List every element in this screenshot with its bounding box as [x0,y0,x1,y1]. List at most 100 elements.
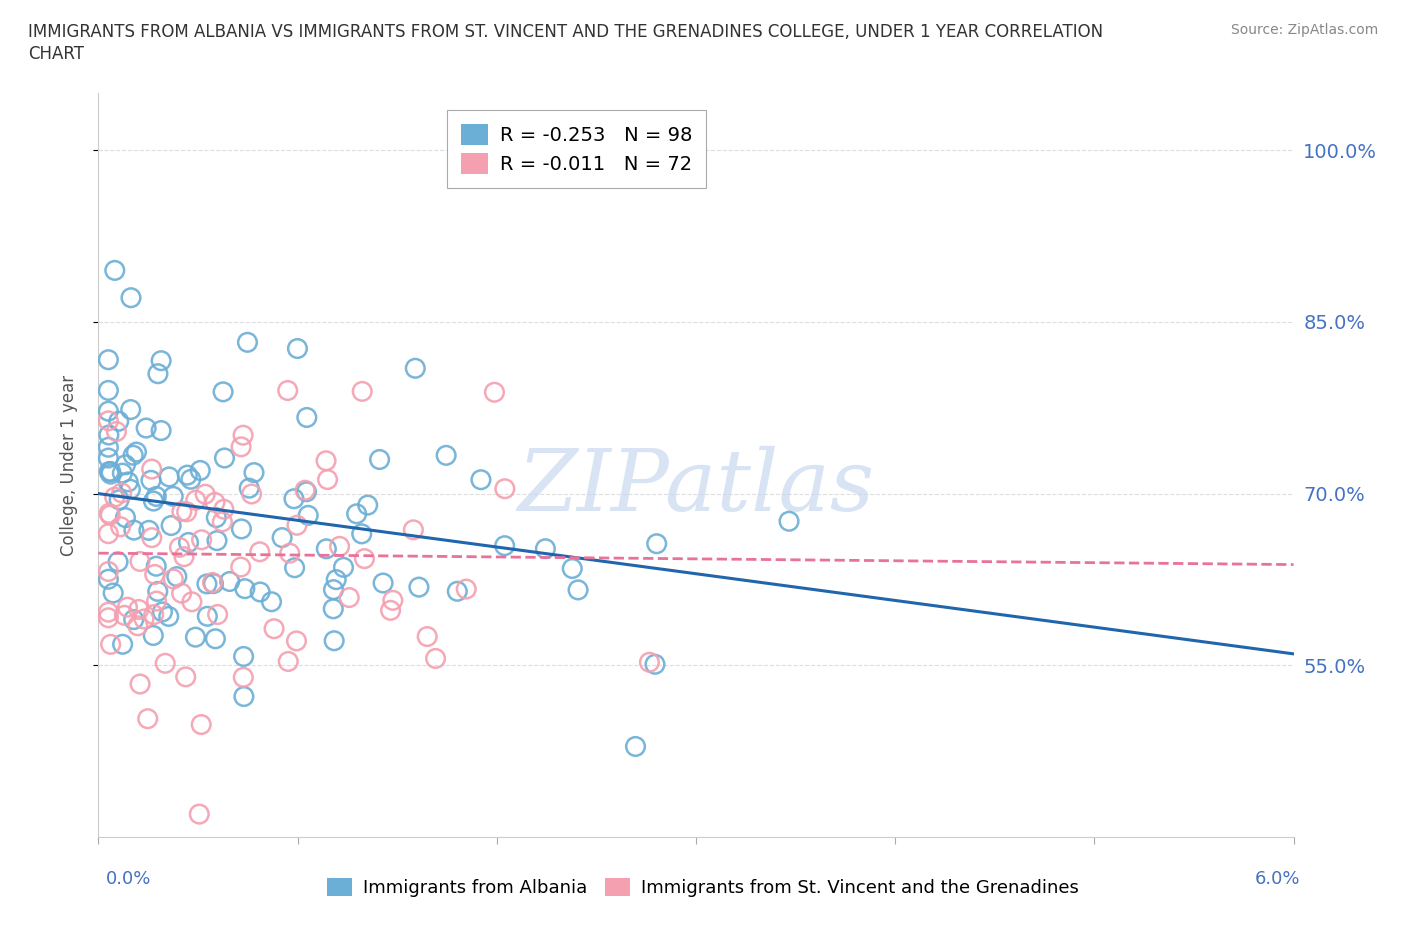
Point [145,489,167,504]
Point [294,483,316,498]
Point [322,602,344,617]
Point [111,637,134,652]
Point [157,470,180,485]
Point [425,651,447,666]
Point [231,522,253,537]
Point [233,581,256,596]
Point [214,450,236,465]
Point [211,514,233,529]
Point [108,492,131,507]
Point [323,633,346,648]
Point [166,569,188,584]
Point [316,472,339,487]
Point [329,538,352,553]
Point [97,451,120,466]
Point [100,464,122,479]
Point [238,481,260,496]
Point [456,581,478,596]
Point [337,591,360,605]
Point [229,560,252,575]
Point [120,290,142,305]
Point [638,655,661,670]
Point [139,472,162,487]
Point [173,550,195,565]
Point [567,582,589,597]
Point [107,414,129,429]
Point [180,472,202,486]
Point [263,621,285,636]
Point [284,560,307,575]
Point [195,577,218,591]
Text: 6.0%: 6.0% [1256,870,1301,888]
Point [470,472,492,487]
Point [195,609,218,624]
Point [169,540,191,555]
Point [561,561,583,576]
Point [190,532,212,547]
Legend: Immigrants from Albania, Immigrants from St. Vincent and the Grenadines: Immigrants from Albania, Immigrants from… [319,870,1087,904]
Point [112,608,135,623]
Point [207,607,229,622]
Point [184,493,207,508]
Point [120,402,142,417]
Point [434,448,457,463]
Text: CHART: CHART [28,45,84,62]
Point [204,495,226,510]
Point [105,424,128,439]
Point [285,518,308,533]
Point [283,491,305,506]
Point [201,575,224,590]
Point [122,448,145,463]
Point [114,458,136,472]
Point [212,384,235,399]
Point [122,612,145,627]
Point [285,633,308,648]
Point [287,341,309,356]
Point [357,498,380,512]
Point [278,546,301,561]
Point [243,465,266,480]
Point [534,541,557,556]
Point [114,511,136,525]
Point [236,335,259,350]
Point [352,384,374,399]
Y-axis label: College, Under 1 year: College, Under 1 year [59,375,77,555]
Point [132,612,155,627]
Point [205,511,228,525]
Point [141,461,163,476]
Point [146,584,169,599]
Point [249,585,271,600]
Point [644,657,666,671]
Point [157,609,180,624]
Point [146,366,169,381]
Point [416,629,439,644]
Point [315,453,337,468]
Point [271,530,294,545]
Point [232,428,254,443]
Point [141,530,163,545]
Point [152,604,174,619]
Point [104,490,127,505]
Point [127,618,149,633]
Point [315,541,337,556]
Point [97,414,120,429]
Point [229,439,252,454]
Point [177,535,200,550]
Point [624,739,647,754]
Point [325,572,347,587]
Point [188,806,211,821]
Point [371,576,394,591]
Point [204,631,226,646]
Point [97,383,120,398]
Point [232,649,254,664]
Point [98,506,121,521]
Point [145,559,167,574]
Point [98,508,121,523]
Point [97,565,120,579]
Point [120,482,142,497]
Point [277,654,299,669]
Point [97,610,120,625]
Point [778,513,800,528]
Point [117,600,139,615]
Point [128,602,150,617]
